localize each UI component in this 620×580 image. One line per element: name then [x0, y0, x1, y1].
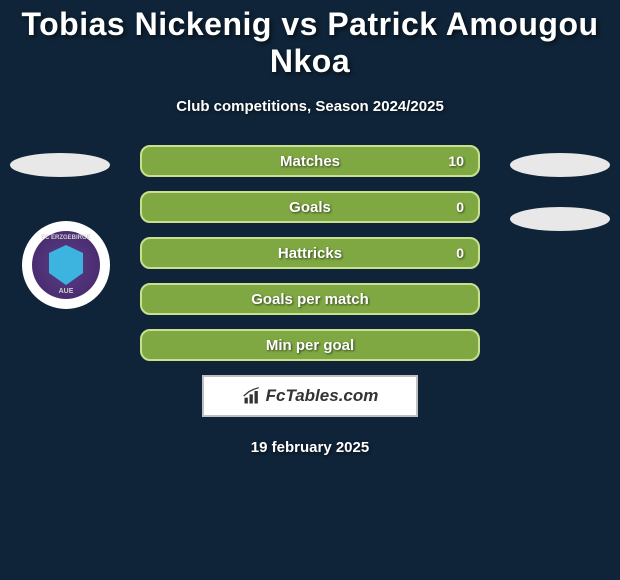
comparison-content: FC ERZGEBIRGE AUE Matches 10 Goals 0 Hat… [0, 145, 620, 456]
stat-bar-goals: Goals 0 [140, 191, 480, 223]
date-text: 19 february 2025 [0, 439, 620, 456]
stat-bar-hattricks: Hattricks 0 [140, 237, 480, 269]
site-logo: FcTables.com [202, 375, 418, 417]
stat-bar-gpm: Goals per match [140, 283, 480, 315]
badge-text-top: FC ERZGEBIRGE [41, 235, 90, 241]
stat-value: 0 [456, 199, 464, 215]
page-title: Tobias Nickenig vs Patrick Amougou Nkoa [0, 0, 620, 80]
stat-label: Min per goal [266, 337, 354, 354]
player-photo-placeholder-right-2 [510, 207, 610, 231]
club-badge-inner: FC ERZGEBIRGE AUE [32, 231, 100, 299]
club-badge: FC ERZGEBIRGE AUE [22, 221, 110, 309]
stat-bar-matches: Matches 10 [140, 145, 480, 177]
chart-icon [242, 386, 262, 406]
badge-text-bottom: AUE [59, 288, 74, 295]
stat-value: 0 [456, 245, 464, 261]
stat-label: Hattricks [278, 245, 342, 262]
stat-bar-mpg: Min per goal [140, 329, 480, 361]
stat-label: Goals per match [251, 291, 369, 308]
badge-shield-icon [49, 245, 83, 285]
subtitle: Club competitions, Season 2024/2025 [0, 98, 620, 115]
logo-text: FcTables.com [266, 386, 379, 406]
stats-list: Matches 10 Goals 0 Hattricks 0 Goals per… [140, 145, 480, 361]
stat-value: 10 [448, 153, 464, 169]
stat-label: Matches [280, 153, 340, 170]
player-photo-placeholder-right-1 [510, 153, 610, 177]
player-photo-placeholder-left [10, 153, 110, 177]
stat-label: Goals [289, 199, 331, 216]
